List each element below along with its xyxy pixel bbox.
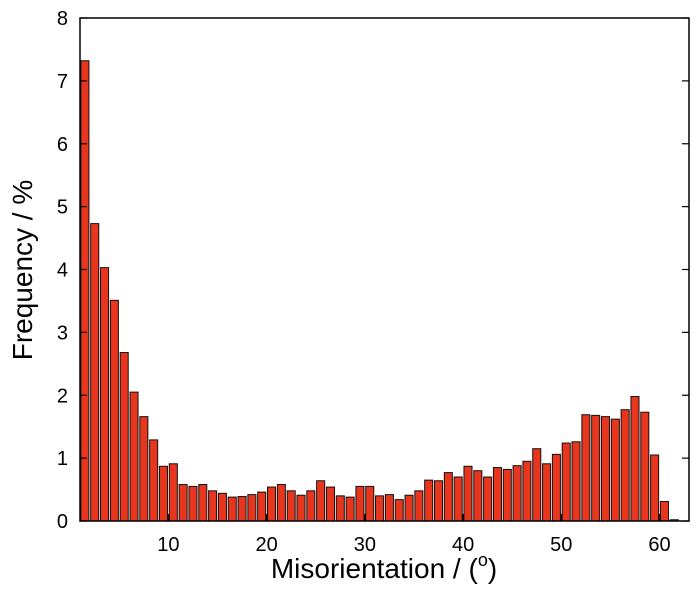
histogram-bar xyxy=(237,495,247,522)
x-tick-label: 10 xyxy=(157,534,179,556)
histogram-bar xyxy=(178,484,188,522)
histogram-bar xyxy=(571,441,581,522)
histogram-bar xyxy=(542,463,552,522)
x-axis-label: Misorientation / (o) xyxy=(271,550,497,584)
x-axis-label-superscript: o xyxy=(478,550,488,570)
histogram-bar xyxy=(512,465,522,522)
histogram-bar xyxy=(443,472,453,522)
y-tick-label: 8 xyxy=(57,8,68,30)
x-tick-label: 40 xyxy=(452,534,474,556)
histogram-bar xyxy=(581,414,591,522)
histogram-bar xyxy=(453,476,463,522)
y-tick-label: 2 xyxy=(57,385,68,407)
histogram-bar xyxy=(100,267,110,522)
histogram-bar xyxy=(257,491,267,522)
histogram-bar xyxy=(591,414,601,522)
y-axis-label: Frequency / % xyxy=(7,180,38,361)
histogram-bar xyxy=(247,494,257,522)
histogram-bar xyxy=(630,396,640,522)
histogram-bar xyxy=(551,453,561,522)
histogram-bar xyxy=(424,479,434,522)
x-axis-label-suffix: ) xyxy=(488,553,497,584)
histogram-bar xyxy=(208,490,218,522)
x-axis: 10 20 30 40 50 60 xyxy=(157,514,671,556)
histogram-bar xyxy=(659,501,669,522)
y-axis: 0 1 2 3 4 5 6 7 8 xyxy=(57,8,689,533)
histogram-bar xyxy=(384,494,394,522)
histogram-bar xyxy=(276,484,286,522)
histogram-bar xyxy=(463,465,473,522)
y-tick-label: 6 xyxy=(57,134,68,156)
histogram-bar xyxy=(188,485,198,522)
histogram-bar xyxy=(286,490,296,522)
y-tick-label: 1 xyxy=(57,448,68,470)
histogram-bar xyxy=(492,467,502,522)
histogram-bar xyxy=(158,465,169,522)
histogram-bar xyxy=(80,60,90,522)
histogram-bar xyxy=(296,494,306,522)
histogram-bar xyxy=(306,490,316,522)
histogram-bar xyxy=(316,480,326,522)
x-tick-label: 60 xyxy=(648,534,670,556)
histogram-bar xyxy=(109,299,119,522)
histogram-bar xyxy=(198,484,208,522)
histogram-bar xyxy=(119,352,129,522)
histogram-bar xyxy=(335,495,345,522)
y-tick-label: 5 xyxy=(57,197,68,219)
histogram-bar xyxy=(227,496,237,522)
histogram-bar xyxy=(610,418,620,522)
histogram-bar xyxy=(414,490,424,522)
histogram-bar xyxy=(561,442,571,522)
histogram-bar xyxy=(375,495,385,522)
histogram-bar xyxy=(620,409,630,522)
histogram-bar xyxy=(139,416,149,522)
x-axis-label-main: Misorientation / ( xyxy=(271,553,479,584)
histogram-bar xyxy=(522,460,532,522)
histogram-bar xyxy=(600,416,611,522)
histogram-bar xyxy=(129,391,139,522)
y-tick-label: 7 xyxy=(57,71,68,93)
histogram-bar xyxy=(434,480,444,522)
histogram-bar xyxy=(404,494,414,522)
x-tick-label: 50 xyxy=(550,534,572,556)
histogram-bar xyxy=(355,485,365,522)
histogram-bar xyxy=(650,454,660,522)
histogram-bar xyxy=(394,499,404,522)
histogram-bar xyxy=(640,411,650,522)
histogram-bar xyxy=(90,223,100,522)
histogram-bar xyxy=(149,439,159,522)
histogram-bar xyxy=(217,492,227,522)
x-tick-label: 30 xyxy=(354,534,376,556)
histogram-bar xyxy=(267,486,277,522)
histogram-bar xyxy=(473,470,483,522)
histogram-bar xyxy=(345,496,355,522)
histogram-bar xyxy=(325,486,336,522)
bars-group xyxy=(80,60,679,522)
y-tick-label: 4 xyxy=(57,260,68,282)
x-tick-label: 20 xyxy=(256,534,278,556)
y-tick-label: 0 xyxy=(57,511,68,533)
histogram-bar xyxy=(365,485,375,522)
histogram-bar xyxy=(168,463,178,522)
y-tick-label: 3 xyxy=(57,322,68,344)
histogram-bar xyxy=(502,468,512,522)
histogram-bar xyxy=(483,476,493,522)
histogram-bar xyxy=(532,448,542,522)
